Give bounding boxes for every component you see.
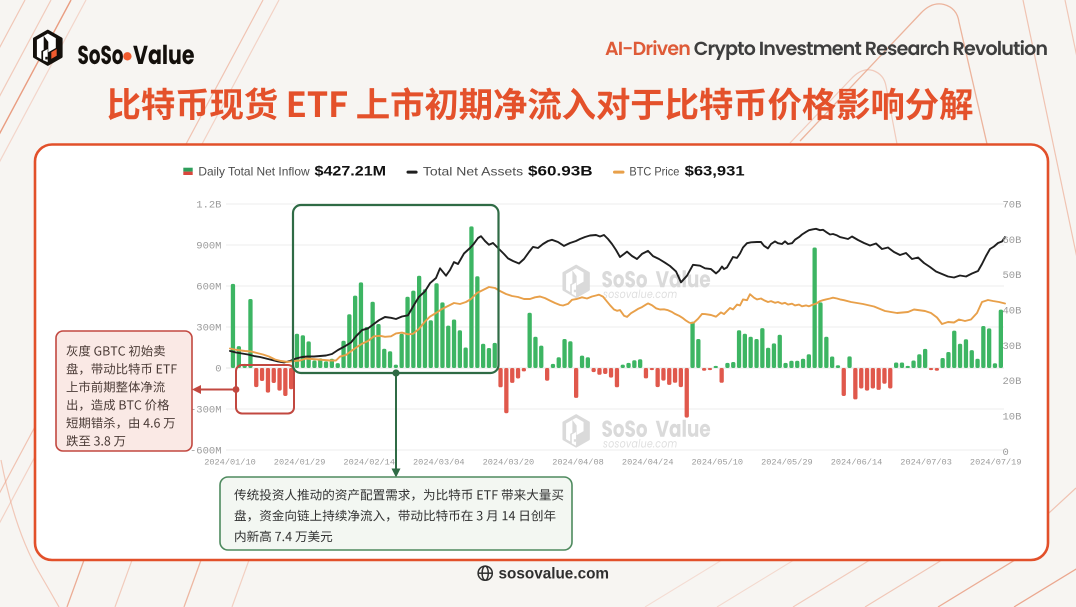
svg-text:2024/01/10: 2024/01/10	[204, 458, 256, 468]
svg-text:BTC Price: BTC Price	[629, 165, 679, 179]
svg-text:2024/03/20: 2024/03/20	[483, 458, 535, 468]
svg-text:900M: 900M	[196, 241, 221, 253]
svg-text:Total Net Assets: Total Net Assets	[423, 165, 523, 179]
svg-text:600M: 600M	[196, 282, 221, 294]
svg-text:70B: 70B	[1003, 200, 1022, 212]
svg-text:-600M: -600M	[190, 446, 222, 458]
svg-text:0: 0	[1003, 447, 1009, 459]
svg-text:50B: 50B	[1003, 270, 1022, 282]
svg-text:10B: 10B	[1003, 412, 1022, 424]
svg-text:2024/02/14: 2024/02/14	[343, 458, 395, 468]
svg-text:20B: 20B	[1003, 376, 1022, 388]
svg-text:$63,931: $63,931	[685, 164, 745, 180]
svg-text:60B: 60B	[1003, 235, 1022, 247]
svg-text:sosovalue.com: sosovalue.com	[499, 566, 610, 583]
svg-text:2024/07/19: 2024/07/19	[970, 458, 1022, 468]
svg-text:0: 0	[215, 364, 221, 376]
svg-text:2024/05/29: 2024/05/29	[761, 458, 813, 468]
svg-text:Daily Total Net Inflow: Daily Total Net Inflow	[198, 165, 310, 179]
svg-text:-300M: -300M	[190, 405, 222, 417]
svg-text:2024/04/08: 2024/04/08	[552, 458, 604, 468]
svg-text:1.2B: 1.2B	[196, 200, 221, 212]
svg-text:2024/05/10: 2024/05/10	[692, 458, 744, 468]
svg-text:2024/06/14: 2024/06/14	[831, 458, 883, 468]
svg-text:2024/01/29: 2024/01/29	[274, 458, 326, 468]
svg-text:30B: 30B	[1003, 341, 1022, 353]
svg-text:2024/07/03: 2024/07/03	[900, 458, 952, 468]
svg-text:$60.93B: $60.93B	[528, 164, 593, 180]
svg-text:2024/04/24: 2024/04/24	[622, 458, 674, 468]
svg-text:40B: 40B	[1003, 306, 1022, 318]
svg-text:300M: 300M	[196, 323, 221, 335]
svg-text:$427.21M: $427.21M	[315, 164, 387, 180]
svg-text:2024/03/04: 2024/03/04	[413, 458, 465, 468]
